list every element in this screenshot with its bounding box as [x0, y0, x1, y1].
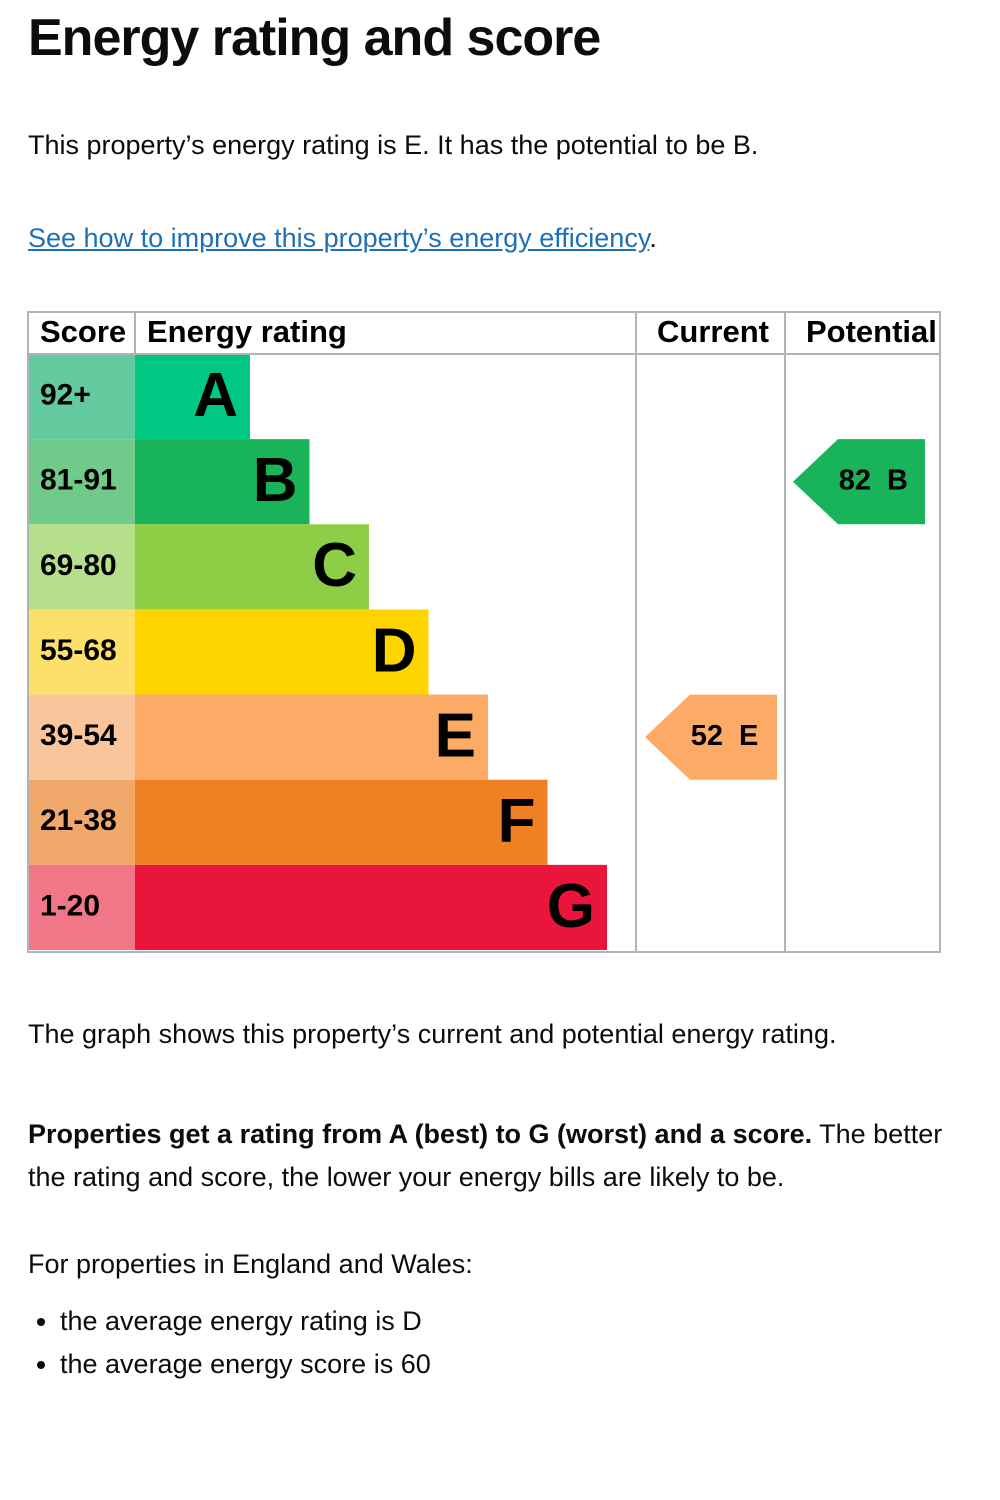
score-cell — [28, 779, 135, 865]
score-cell — [28, 439, 135, 525]
score-label: 81-91 — [40, 464, 117, 497]
potential-score: 82 — [839, 464, 871, 496]
potential-rating: B — [887, 464, 908, 496]
column-header: Current — [657, 314, 769, 349]
rating-bar — [135, 864, 607, 950]
rating-letter: F — [498, 787, 536, 856]
explanation-rest: The better the rating and score, the low… — [28, 1119, 943, 1192]
current-score: 52 — [691, 720, 723, 752]
rating-letter: D — [372, 616, 417, 685]
energy-chart: 92+ A 81-91 B 69-80 C 55-68 D 39-54 E 21-38 F 1-20 G S… — [27, 311, 941, 953]
rating-letter: A — [193, 361, 238, 430]
explanation: Properties get a rating from A (best) to… — [28, 1113, 948, 1199]
rating-bar — [135, 524, 369, 610]
improve-link[interactable]: See how to improve this property’s energ… — [28, 223, 650, 253]
title: Energy rating and score — [28, 9, 601, 67]
average-item: the average energy score is 60 — [60, 1343, 431, 1386]
average-item: the average energy rating is D — [60, 1300, 431, 1343]
current-rating: E — [739, 720, 758, 752]
score-label: 39-54 — [40, 719, 117, 752]
rating-bar — [135, 694, 488, 780]
current-arrow — [645, 694, 777, 780]
score-cell — [28, 694, 135, 780]
chart-border — [27, 311, 941, 953]
score-label: 1-20 — [40, 889, 100, 922]
rating-bar — [135, 439, 310, 525]
rating-bar — [135, 609, 429, 695]
link-line: See how to improve this property’s energ… — [28, 223, 657, 254]
rating-letter: E — [435, 702, 476, 771]
region-intro: For properties in England and Wales: — [28, 1249, 473, 1279]
column-header: Score — [40, 314, 126, 349]
potential-arrow — [793, 439, 925, 525]
explanation-bold: Properties get a rating from A (best) to… — [28, 1119, 813, 1149]
score-cell — [28, 354, 135, 440]
rating-letter: B — [253, 446, 298, 515]
rating-letter: G — [547, 872, 595, 941]
column-header: Energy rating — [147, 314, 347, 349]
rating-letter: C — [312, 531, 357, 600]
score-cell — [28, 864, 135, 950]
averages-list: the average energy rating is D the avera… — [0, 1300, 431, 1386]
column-header: Potential — [806, 314, 937, 349]
score-label: 21-38 — [40, 804, 117, 837]
score-label: 92+ — [40, 378, 91, 411]
link-suffix: . — [649, 223, 657, 253]
score-label: 69-80 — [40, 549, 117, 582]
rating-bar — [135, 779, 548, 865]
score-label: 55-68 — [40, 634, 117, 667]
rating-bar — [135, 354, 250, 440]
score-cell — [28, 524, 135, 610]
graph-note: The graph shows this property’s current … — [28, 1019, 837, 1049]
intro: This property’s energy rating is E. It h… — [28, 130, 759, 160]
score-cell — [28, 609, 135, 695]
